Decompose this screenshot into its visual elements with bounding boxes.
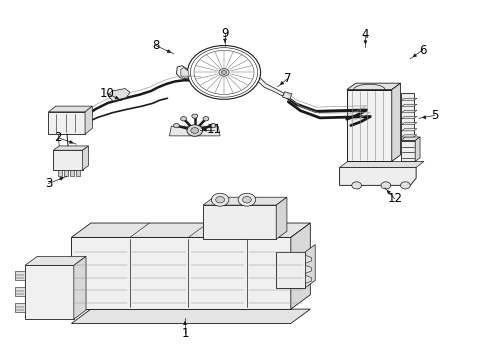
Circle shape — [190, 128, 198, 134]
Polygon shape — [401, 98, 416, 100]
Polygon shape — [346, 83, 400, 90]
Polygon shape — [400, 137, 419, 140]
Circle shape — [242, 197, 251, 203]
Polygon shape — [401, 104, 416, 107]
Polygon shape — [339, 167, 415, 185]
Polygon shape — [85, 106, 92, 134]
Polygon shape — [48, 112, 85, 134]
Circle shape — [186, 125, 202, 136]
Polygon shape — [64, 170, 68, 176]
Text: 1: 1 — [181, 327, 188, 340]
Circle shape — [221, 71, 226, 74]
Circle shape — [173, 123, 179, 128]
Circle shape — [180, 117, 186, 121]
Polygon shape — [169, 126, 220, 136]
Circle shape — [215, 197, 224, 203]
Polygon shape — [305, 244, 315, 288]
Text: 7: 7 — [283, 72, 290, 85]
Polygon shape — [401, 123, 416, 125]
Polygon shape — [305, 255, 311, 263]
Polygon shape — [203, 205, 276, 239]
Text: 8: 8 — [152, 39, 159, 52]
Polygon shape — [181, 68, 189, 77]
Text: 5: 5 — [430, 109, 437, 122]
Polygon shape — [71, 223, 310, 237]
Circle shape — [210, 123, 216, 128]
Text: 9: 9 — [221, 27, 228, 40]
Polygon shape — [70, 170, 74, 176]
Polygon shape — [108, 89, 130, 101]
Polygon shape — [400, 93, 413, 140]
Polygon shape — [401, 129, 416, 131]
Circle shape — [211, 193, 228, 206]
Circle shape — [191, 114, 197, 118]
Polygon shape — [276, 197, 286, 239]
Polygon shape — [401, 135, 416, 137]
Text: 11: 11 — [206, 123, 222, 136]
Polygon shape — [401, 117, 416, 119]
Text: 4: 4 — [361, 28, 368, 41]
Polygon shape — [71, 309, 310, 323]
Circle shape — [380, 182, 390, 189]
Circle shape — [351, 182, 361, 189]
Polygon shape — [58, 170, 62, 176]
Circle shape — [203, 117, 208, 121]
Text: 10: 10 — [100, 87, 114, 100]
Polygon shape — [71, 237, 290, 309]
Polygon shape — [15, 303, 25, 312]
Text: 12: 12 — [386, 192, 401, 205]
Polygon shape — [256, 77, 284, 96]
Circle shape — [187, 45, 260, 99]
Polygon shape — [82, 146, 88, 170]
Polygon shape — [203, 197, 286, 205]
Polygon shape — [305, 265, 311, 273]
Polygon shape — [282, 92, 291, 99]
Polygon shape — [15, 271, 25, 280]
Text: 2: 2 — [54, 131, 62, 144]
Polygon shape — [400, 140, 414, 161]
Polygon shape — [25, 256, 86, 265]
Polygon shape — [53, 146, 88, 150]
Circle shape — [219, 69, 229, 76]
Polygon shape — [25, 265, 74, 319]
Polygon shape — [346, 90, 391, 161]
Polygon shape — [15, 287, 25, 296]
Polygon shape — [401, 111, 416, 113]
Polygon shape — [305, 275, 311, 283]
Polygon shape — [414, 137, 419, 161]
Polygon shape — [53, 150, 82, 170]
Text: 6: 6 — [418, 44, 426, 57]
Circle shape — [238, 193, 255, 206]
Circle shape — [400, 182, 409, 189]
Text: 3: 3 — [45, 177, 52, 190]
Polygon shape — [290, 223, 310, 309]
Polygon shape — [48, 106, 92, 112]
Polygon shape — [339, 161, 423, 167]
Polygon shape — [74, 256, 86, 319]
Polygon shape — [391, 83, 400, 161]
Polygon shape — [76, 170, 80, 176]
Polygon shape — [276, 252, 305, 288]
Polygon shape — [176, 66, 189, 79]
